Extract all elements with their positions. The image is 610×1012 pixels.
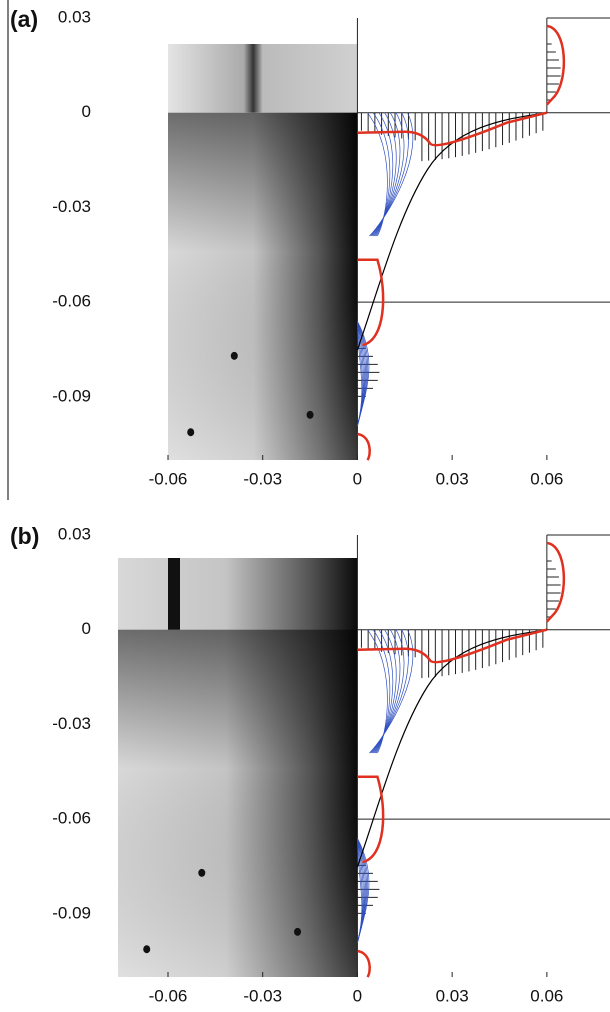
y-tick-label: 0.03 [58, 7, 91, 26]
profile-red [357, 949, 371, 978]
envelope-curve [356, 629, 547, 868]
x-tick-label: 0 [353, 469, 362, 488]
profile-curve [374, 112, 394, 237]
x-tick-label: -0.06 [149, 986, 188, 1005]
photo-speck [306, 410, 314, 419]
profile-red [357, 258, 385, 347]
cavity [168, 558, 180, 630]
panel: 0.03 0 -0.03 -0.06 -0.09 -0.06 -0.03 0 0.03 0.06 (… [10, 523, 610, 1005]
photo-speck [187, 428, 195, 437]
profile-red [545, 24, 566, 106]
profile-curve [372, 629, 391, 754]
profile-curve [367, 629, 388, 754]
x-tick-label: -0.03 [243, 986, 282, 1005]
y-tick-label: -0.06 [52, 292, 91, 311]
y-tick-label: -0.06 [52, 809, 91, 828]
profile-red [357, 628, 548, 664]
envelope-curve [356, 112, 547, 351]
y-tick-label: 0 [82, 619, 91, 638]
panel-label: (a) [10, 6, 38, 32]
profile-red [545, 541, 566, 623]
y-tick-label: -0.03 [52, 197, 91, 216]
profile-red [357, 111, 548, 147]
profile-curve [371, 629, 405, 754]
y-tick-label: 0 [82, 102, 91, 121]
photo-shade [168, 112, 358, 460]
profile-curve [373, 629, 397, 754]
profile-red [357, 432, 371, 461]
y-tick-label: -0.09 [52, 903, 91, 922]
profile-curve [370, 112, 409, 237]
profile-curve [372, 112, 401, 237]
profile-curve [370, 629, 409, 754]
profile-curve [372, 112, 391, 237]
profile-red [357, 775, 385, 864]
profile-curve [371, 112, 405, 237]
profile-curve [374, 629, 394, 754]
y-tick-label: 0.03 [58, 524, 91, 543]
profile-curve [367, 112, 388, 237]
photo-shade [118, 629, 358, 977]
photo-speck [198, 868, 206, 877]
x-tick-label: -0.06 [149, 469, 188, 488]
x-tick-label: 0.03 [436, 469, 469, 488]
x-tick-label: 0.06 [530, 986, 563, 1005]
y-tick-label: -0.03 [52, 714, 91, 733]
profile-curve [369, 112, 414, 237]
photo-speck [230, 351, 238, 360]
profile-curve [369, 629, 414, 754]
x-tick-label: 0.03 [436, 986, 469, 1005]
panel: 0.03 0 -0.03 -0.06 -0.09 -0.06 -0.03 0 0.03 0.06 (… [10, 6, 610, 488]
profile-curve [373, 112, 397, 237]
photo-speck [143, 945, 151, 954]
profile-curve [372, 629, 401, 754]
photo-strip [168, 44, 358, 113]
panel-label: (b) [10, 523, 39, 549]
x-tick-label: -0.03 [243, 469, 282, 488]
y-tick-label: -0.09 [52, 386, 91, 405]
photo-speck [294, 927, 302, 936]
x-tick-label: 0.06 [530, 469, 563, 488]
x-tick-label: 0 [353, 986, 362, 1005]
